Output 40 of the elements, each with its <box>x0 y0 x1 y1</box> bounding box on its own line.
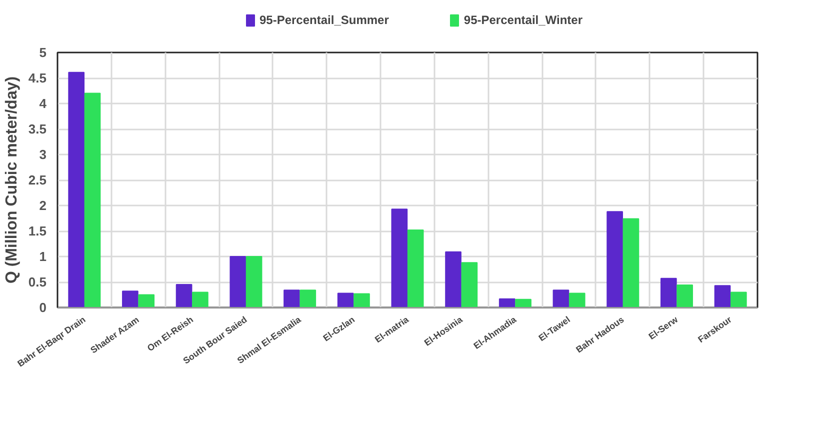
bar <box>407 229 424 308</box>
bar <box>676 284 693 308</box>
bar <box>606 211 623 308</box>
bar <box>246 256 262 308</box>
y-tick-label: 2 <box>39 198 47 213</box>
y-tick-label: 1 <box>39 249 47 264</box>
bar <box>714 285 731 308</box>
y-tick-label: 1.5 <box>28 224 47 238</box>
bar <box>660 278 677 308</box>
bar <box>498 298 516 308</box>
legend-label: 95-Percentail_Winter <box>464 13 583 27</box>
bar <box>284 290 300 308</box>
bar <box>192 292 208 308</box>
bar <box>84 92 101 308</box>
bar <box>122 290 138 308</box>
bar <box>230 256 246 308</box>
y-tick-label: 0.5 <box>28 274 47 290</box>
bar <box>68 72 85 308</box>
legend-label: 95-Percentail_Summer <box>259 13 389 27</box>
y-tick-label: 4.5 <box>28 70 47 86</box>
y-tick-label: 3 <box>39 147 47 162</box>
bar <box>354 293 370 308</box>
bar <box>622 218 640 308</box>
y-tick-label: 5 <box>39 45 47 60</box>
bar <box>176 284 192 308</box>
y-tick-label: 0 <box>39 300 47 315</box>
bar <box>445 251 462 308</box>
bar <box>300 290 316 308</box>
bar <box>515 298 532 308</box>
bar <box>138 294 155 308</box>
y-tick-label: 4 <box>39 96 48 111</box>
y-tick-label: 2.5 <box>28 172 47 188</box>
bar <box>461 262 478 308</box>
bar <box>730 292 747 308</box>
bar <box>391 208 408 308</box>
y-axis-title: Q (Million Cubic meter/day) <box>3 76 20 284</box>
bar <box>337 292 354 308</box>
bar <box>552 290 570 308</box>
y-tick-label: 3.5 <box>28 122 47 136</box>
bar <box>568 292 586 308</box>
